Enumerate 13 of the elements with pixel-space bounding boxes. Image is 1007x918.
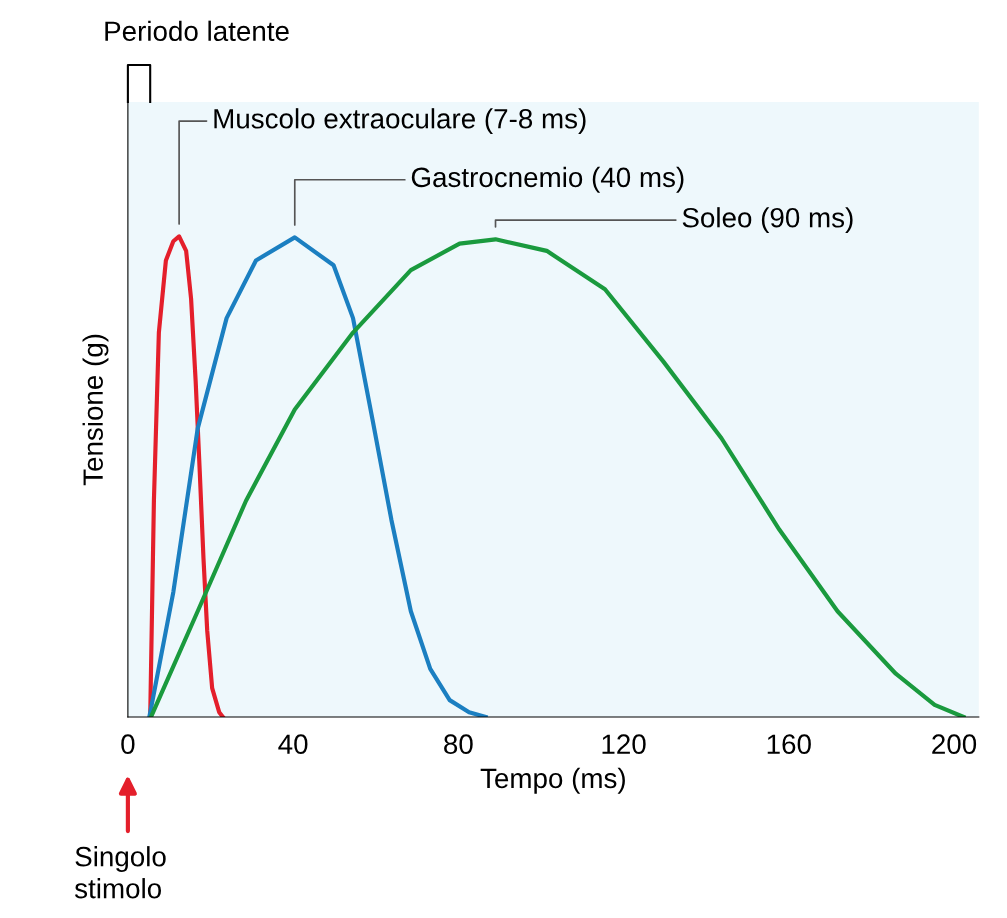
x-tick-label: 80 xyxy=(444,734,473,755)
text: Soleo (90 ms) xyxy=(682,207,853,234)
y-axis-title: Tensione (g) xyxy=(82,334,109,486)
text: Periodo latente xyxy=(105,20,289,42)
x-tick-label: 120 xyxy=(602,734,646,755)
text: Muscolo extraoculare (7-8 ms) xyxy=(214,108,586,135)
x-tick-label: 0 xyxy=(121,734,135,755)
text: Singolo stimolo xyxy=(74,846,166,899)
x-axis-title: Tempo (ms) xyxy=(480,767,625,794)
x-tick-label: 200 xyxy=(932,734,977,755)
x-tick-label: 160 xyxy=(767,734,811,755)
x-tick-label: 40 xyxy=(278,734,308,755)
text: Gastrocnemio (40 ms) xyxy=(411,166,684,193)
